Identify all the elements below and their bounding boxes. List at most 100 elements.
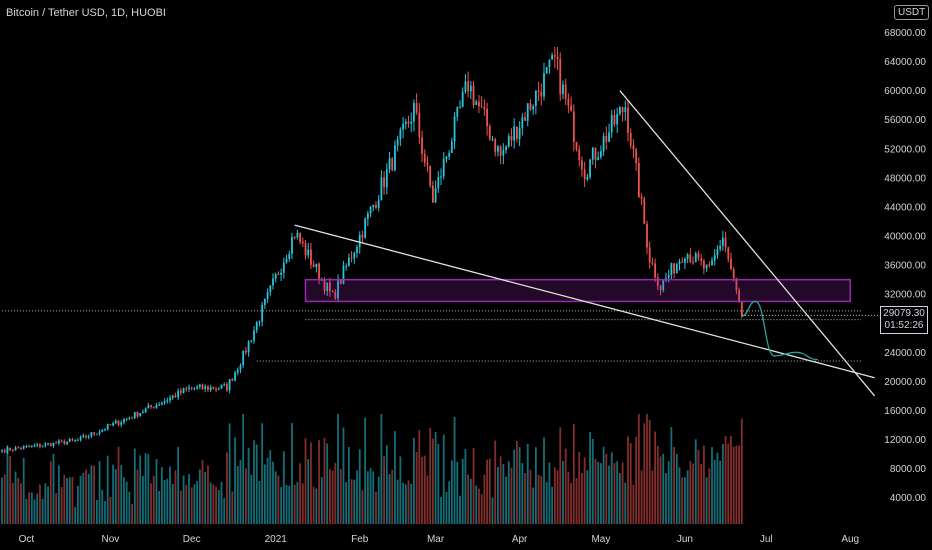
candle-body bbox=[11, 450, 14, 452]
bar-countdown: 01:52:26 bbox=[884, 320, 924, 331]
candle-body bbox=[342, 265, 345, 284]
candle-body bbox=[318, 263, 320, 281]
volume-bar bbox=[6, 445, 9, 524]
x-tick-label: Mar bbox=[427, 534, 445, 545]
volume-bar bbox=[383, 456, 386, 524]
candle-body bbox=[502, 149, 505, 156]
volume-bar bbox=[125, 481, 128, 524]
volume-bar bbox=[377, 476, 380, 524]
candle-body bbox=[648, 247, 651, 263]
volume-bar bbox=[540, 476, 543, 524]
candle-body bbox=[399, 129, 402, 140]
volume-bar bbox=[171, 484, 174, 524]
candle-body bbox=[467, 81, 470, 92]
candle-body bbox=[705, 264, 708, 269]
volume-bar bbox=[169, 466, 171, 524]
candle-body bbox=[155, 405, 158, 409]
candle-body bbox=[128, 417, 131, 419]
candle-body bbox=[670, 263, 673, 276]
volume-bar bbox=[505, 476, 507, 524]
candle-body bbox=[572, 111, 575, 142]
candle-body bbox=[659, 285, 662, 291]
candle-body bbox=[534, 90, 537, 107]
y-tick-label: 48000.00 bbox=[884, 173, 926, 184]
candle-body bbox=[678, 261, 681, 265]
candle-body bbox=[540, 91, 543, 97]
volume-bar bbox=[440, 496, 442, 524]
volume-bar bbox=[700, 463, 703, 524]
volume-bar bbox=[410, 483, 413, 524]
volume-bar bbox=[182, 475, 185, 524]
volume-bar bbox=[532, 487, 535, 524]
volume-bar bbox=[158, 491, 161, 524]
candle-body bbox=[388, 158, 391, 170]
volume-bar bbox=[201, 460, 204, 524]
candle-body bbox=[391, 158, 394, 171]
volume-bar bbox=[315, 488, 318, 524]
candle-body bbox=[331, 291, 334, 293]
candle-body bbox=[423, 153, 426, 163]
volume-bar bbox=[25, 498, 28, 524]
currency-button[interactable]: USDT bbox=[894, 5, 930, 20]
volume-bar bbox=[272, 461, 274, 524]
volume-bar bbox=[331, 470, 334, 524]
candle-body bbox=[74, 439, 77, 441]
candle-body bbox=[548, 59, 551, 68]
candle-body bbox=[556, 56, 559, 59]
candle-body bbox=[686, 254, 689, 259]
volume-bar bbox=[597, 461, 600, 524]
volume-bar bbox=[71, 477, 74, 524]
volume-bar bbox=[659, 456, 662, 524]
volume-bar bbox=[347, 446, 350, 524]
candle-body bbox=[394, 145, 396, 171]
volume-bar bbox=[423, 455, 426, 524]
volume-bar bbox=[58, 465, 60, 524]
volume-bar bbox=[548, 462, 551, 524]
volume-bar bbox=[689, 461, 692, 524]
volume-bar bbox=[14, 471, 17, 524]
candle-body bbox=[258, 321, 261, 323]
y-tick-label: 56000.00 bbox=[884, 115, 926, 126]
volume-bar bbox=[334, 462, 337, 524]
candle-body bbox=[185, 388, 188, 390]
volume-bar bbox=[551, 486, 554, 524]
volume-bar bbox=[301, 483, 304, 524]
volume-bar bbox=[68, 477, 71, 524]
candle-body bbox=[17, 447, 20, 449]
candle-body bbox=[719, 245, 722, 250]
candle-body bbox=[242, 350, 245, 366]
volume-bar bbox=[434, 431, 437, 524]
candle-body bbox=[616, 114, 619, 125]
volume-bar bbox=[375, 491, 377, 524]
volume-bar bbox=[364, 417, 367, 524]
volume-bar bbox=[651, 470, 654, 524]
candle-body bbox=[694, 253, 697, 263]
volume-bar bbox=[740, 418, 743, 524]
candle-body bbox=[307, 249, 310, 256]
volume-bar bbox=[610, 452, 613, 524]
volume-bar bbox=[494, 440, 497, 524]
volume-bar bbox=[144, 453, 147, 524]
candle-body bbox=[562, 84, 564, 95]
candle-body bbox=[337, 279, 339, 299]
volume-bar bbox=[413, 437, 415, 524]
volume-bar bbox=[109, 496, 112, 524]
volume-bar bbox=[356, 470, 358, 524]
volume-bar bbox=[339, 468, 342, 524]
volume-bar bbox=[11, 482, 14, 524]
candle-body bbox=[396, 139, 399, 146]
volume-bar bbox=[36, 493, 39, 524]
volume-bar bbox=[253, 440, 255, 524]
volume-bar bbox=[488, 458, 491, 524]
volume-bar bbox=[491, 497, 494, 524]
candle-body bbox=[136, 412, 139, 417]
candle-body bbox=[434, 188, 437, 203]
volume-bar bbox=[705, 477, 708, 524]
candle-body bbox=[532, 106, 535, 110]
candle-body bbox=[700, 258, 703, 261]
volume-bar bbox=[242, 414, 245, 524]
candle-body bbox=[364, 218, 367, 238]
volume-bar bbox=[274, 471, 277, 524]
volume-bar bbox=[142, 476, 144, 524]
